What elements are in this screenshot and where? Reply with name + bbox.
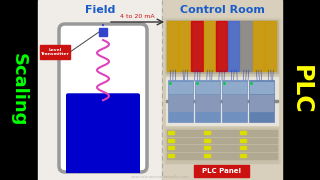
Bar — [204, 139, 210, 142]
Bar — [249, 80, 274, 122]
Bar — [240, 131, 246, 134]
Bar — [167, 145, 277, 151]
Bar — [195, 165, 250, 177]
Bar — [195, 80, 220, 122]
Bar — [38, 0, 162, 180]
Bar — [252, 21, 264, 71]
Text: Control Room: Control Room — [180, 5, 264, 15]
Bar — [240, 139, 246, 142]
Bar — [250, 95, 273, 111]
Bar — [223, 82, 246, 93]
Bar — [240, 154, 246, 157]
Bar — [167, 153, 277, 159]
Bar — [204, 21, 215, 71]
Text: www.instrumentationtoolkit.com: www.instrumentationtoolkit.com — [131, 175, 189, 179]
Text: Scaling: Scaling — [10, 53, 28, 127]
Bar — [168, 139, 174, 142]
Bar — [167, 130, 277, 136]
Bar — [240, 147, 246, 149]
Bar — [0, 0, 38, 180]
Bar — [168, 154, 174, 157]
FancyBboxPatch shape — [59, 24, 147, 172]
Bar — [228, 21, 239, 71]
Bar — [196, 95, 219, 111]
Bar — [204, 154, 210, 157]
Bar — [167, 21, 178, 71]
Text: Level
Transmitter: Level Transmitter — [41, 48, 69, 56]
Bar — [162, 0, 282, 180]
Bar — [282, 0, 320, 180]
Bar — [222, 80, 247, 122]
Bar — [164, 18, 280, 163]
Bar — [196, 82, 219, 93]
Bar — [179, 21, 190, 71]
Bar — [166, 20, 278, 73]
Bar — [204, 131, 210, 134]
Bar — [223, 95, 246, 111]
Bar — [204, 147, 210, 149]
Bar — [191, 21, 203, 71]
Bar — [250, 82, 273, 93]
Bar — [168, 80, 193, 122]
Bar — [166, 77, 278, 125]
FancyBboxPatch shape — [66, 93, 140, 176]
Bar — [265, 21, 276, 71]
Text: Field: Field — [85, 5, 115, 15]
Text: PLC: PLC — [289, 65, 313, 115]
Bar — [167, 138, 277, 143]
Bar — [240, 21, 252, 71]
Text: PLC Panel: PLC Panel — [203, 168, 242, 174]
Bar — [166, 128, 278, 163]
Bar — [166, 100, 278, 102]
Text: 4 to 20 mA: 4 to 20 mA — [120, 14, 155, 19]
Bar — [169, 82, 192, 93]
Bar — [40, 45, 70, 59]
Bar — [216, 21, 227, 71]
Bar — [168, 147, 174, 149]
Bar — [99, 28, 107, 36]
Bar — [168, 131, 174, 134]
Bar — [169, 95, 192, 111]
